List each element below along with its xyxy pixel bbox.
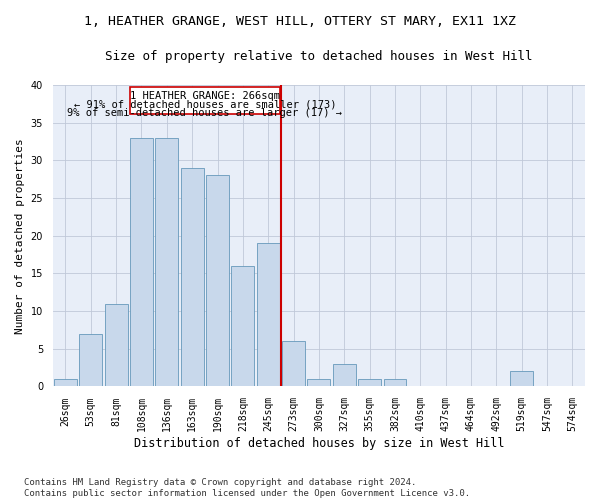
FancyBboxPatch shape — [130, 86, 280, 114]
Bar — [181, 168, 203, 386]
Bar — [79, 334, 102, 386]
Text: 1, HEATHER GRANGE, WEST HILL, OTTERY ST MARY, EX11 1XZ: 1, HEATHER GRANGE, WEST HILL, OTTERY ST … — [84, 15, 516, 28]
Bar — [54, 379, 77, 386]
Bar — [257, 244, 280, 386]
Text: ← 91% of detached houses are smaller (173): ← 91% of detached houses are smaller (17… — [74, 100, 336, 110]
Bar — [510, 372, 533, 386]
Bar — [358, 379, 381, 386]
Bar — [383, 379, 406, 386]
X-axis label: Distribution of detached houses by size in West Hill: Distribution of detached houses by size … — [134, 437, 504, 450]
Bar — [155, 138, 178, 386]
Bar — [105, 304, 128, 386]
Bar — [282, 342, 305, 386]
Bar — [333, 364, 356, 386]
Bar — [307, 379, 330, 386]
Y-axis label: Number of detached properties: Number of detached properties — [15, 138, 25, 334]
Bar — [232, 266, 254, 386]
Text: 9% of semi-detached houses are larger (17) →: 9% of semi-detached houses are larger (1… — [67, 108, 343, 118]
Title: Size of property relative to detached houses in West Hill: Size of property relative to detached ho… — [105, 50, 533, 63]
Bar — [130, 138, 153, 386]
Bar — [206, 176, 229, 386]
Text: Contains HM Land Registry data © Crown copyright and database right 2024.
Contai: Contains HM Land Registry data © Crown c… — [24, 478, 470, 498]
Text: 1 HEATHER GRANGE: 266sqm: 1 HEATHER GRANGE: 266sqm — [130, 91, 280, 101]
